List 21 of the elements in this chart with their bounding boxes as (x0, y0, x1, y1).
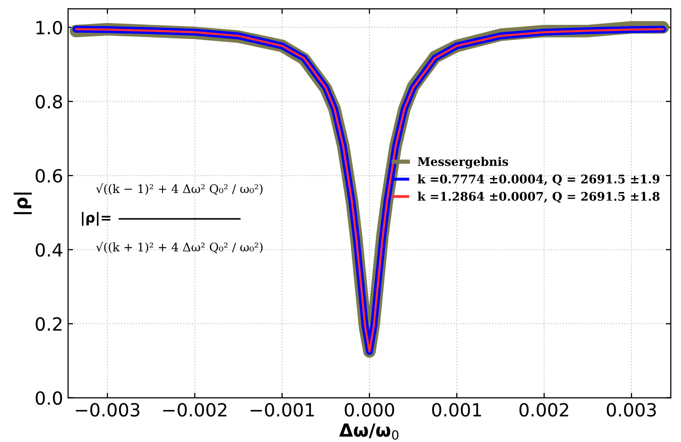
legend-label: k =1.2864 ±0.0007, Q = 2691.5 ±1.8 (418, 192, 660, 203)
legend-label: k =0.7774 ±0.0004, Q = 2691.5 ±1.9 (418, 174, 660, 186)
y-axis-title: |ρ| (14, 192, 32, 214)
legend-label: Messergebnis (418, 156, 508, 168)
x-tick-label: 0.003 (606, 402, 656, 417)
y-tick-label: 0.0 (36, 391, 62, 405)
x-tick-label: −0.002 (163, 402, 226, 417)
annotation: |ρ|= (82, 212, 110, 226)
x-tick-label: 0.002 (519, 402, 568, 417)
y-tick-label: 0.2 (36, 317, 62, 331)
x-tick-label: 0.000 (344, 402, 394, 417)
annotation: √((k + 1)² + 4 Δω² Q₀² / ω₀²) (96, 242, 263, 254)
x-tick-label: −0.003 (76, 402, 140, 417)
y-tick-label: 1.0 (36, 20, 62, 34)
y-tick-label: 0.4 (36, 243, 62, 257)
x-tick-label: −0.001 (250, 402, 314, 417)
x-axis-title: Δω/ω$_{0}$ (339, 423, 398, 440)
y-tick-label: 0.6 (36, 168, 62, 183)
x-tick-label: 0.001 (432, 402, 481, 417)
y-tick-label: 0.8 (36, 94, 62, 109)
annotation: √((k − 1)² + 4 Δω² Q₀² / ω₀²) (96, 183, 263, 195)
